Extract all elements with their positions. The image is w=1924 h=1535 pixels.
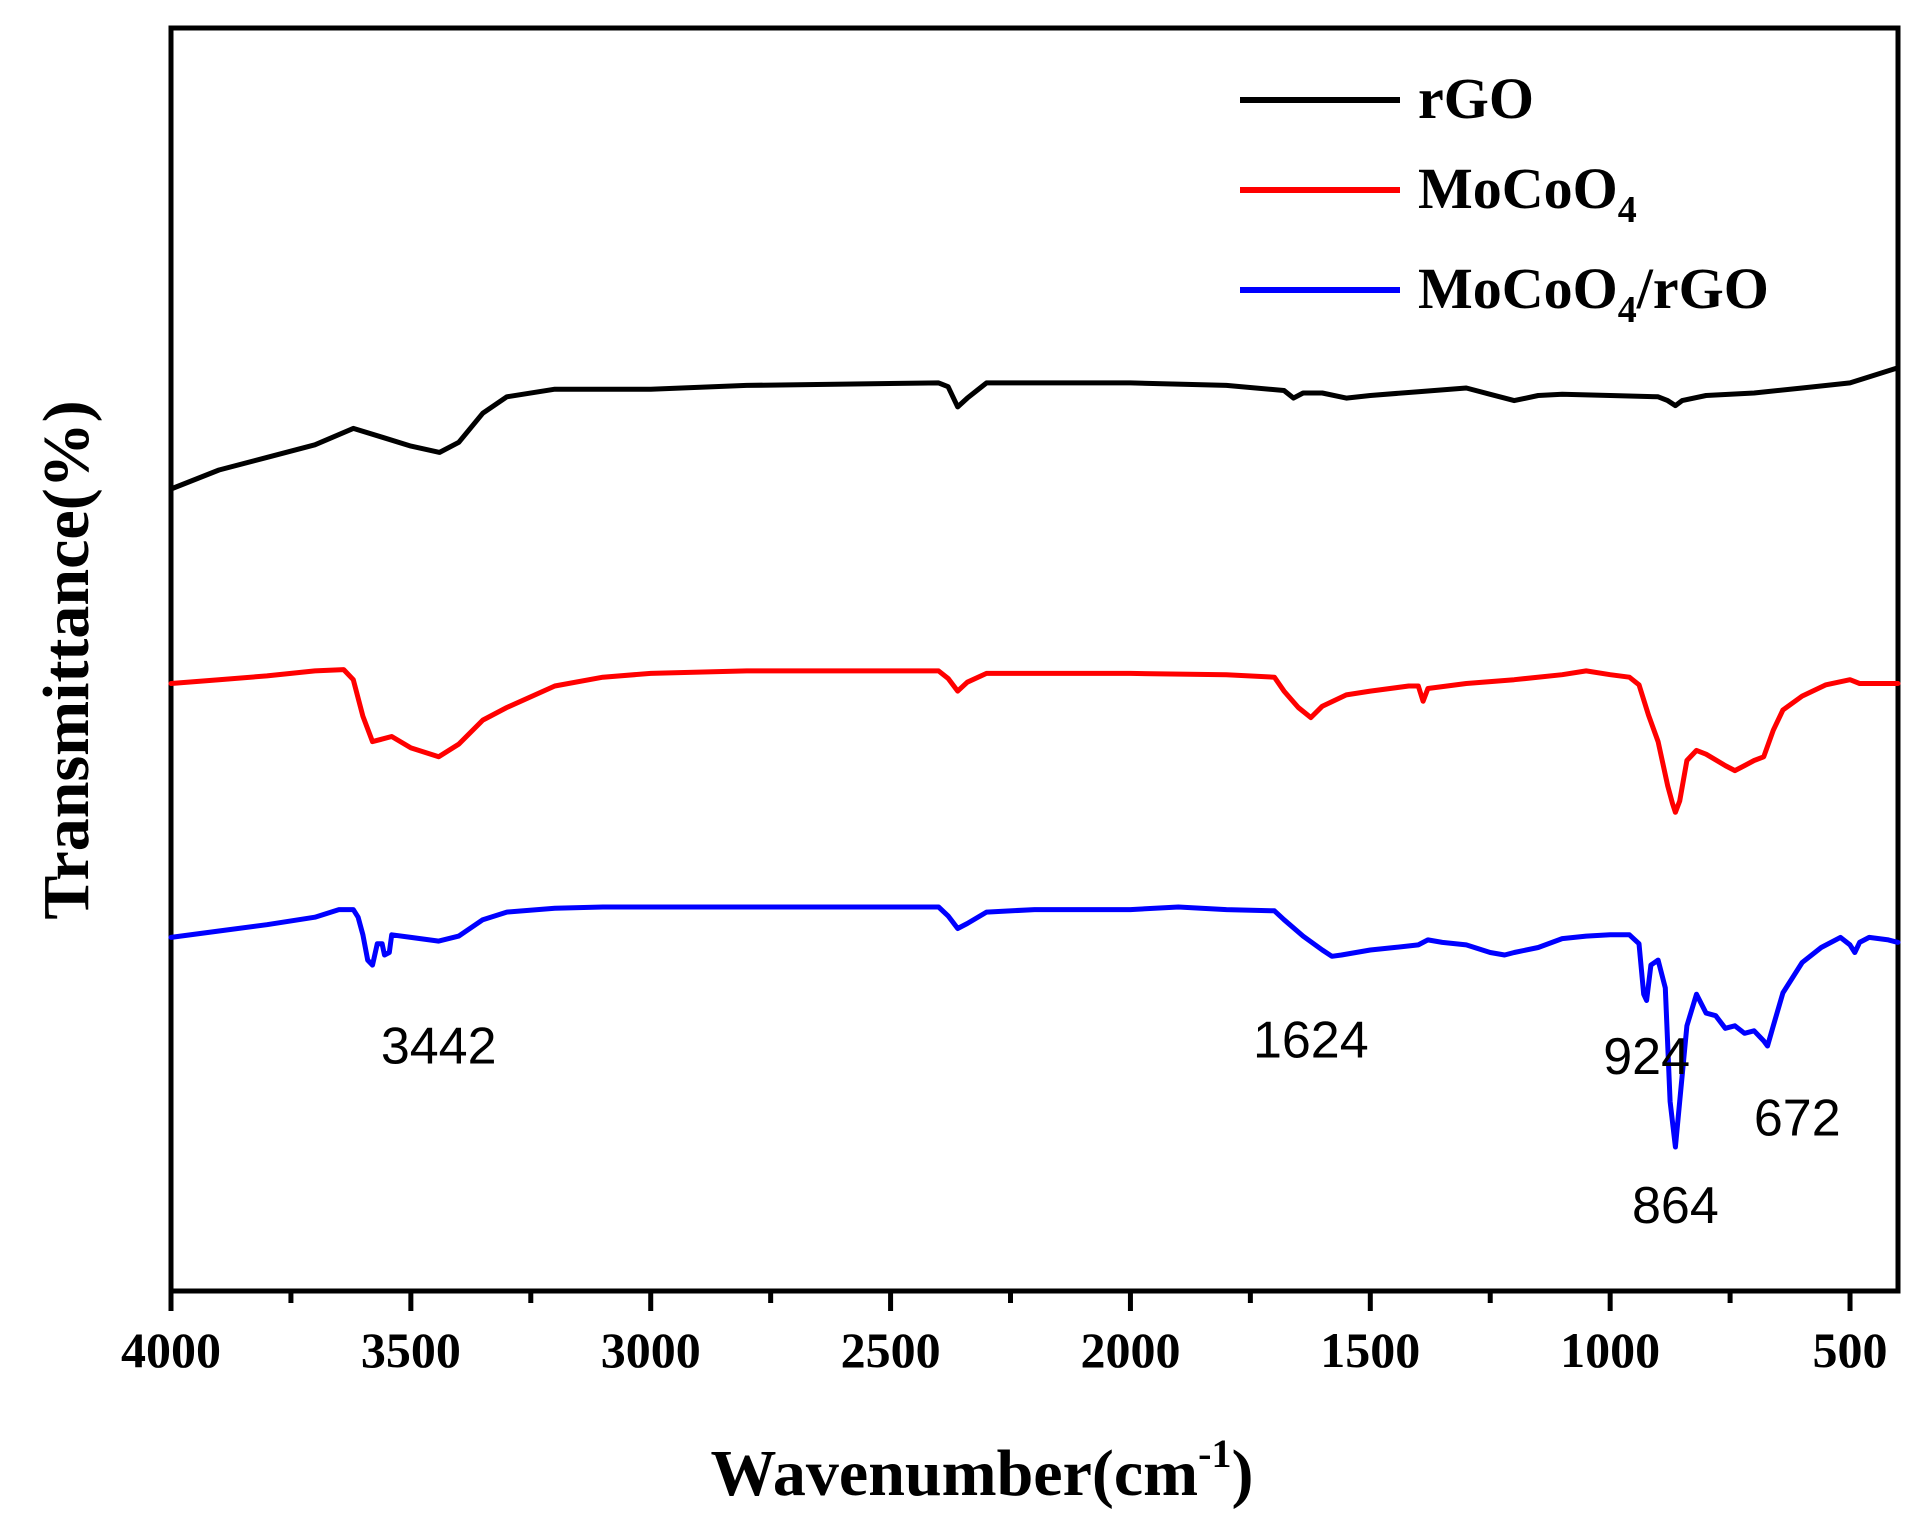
peak-label: 864 (1632, 1177, 1719, 1235)
y-axis-title: Transmittance(%) (30, 400, 103, 919)
legend-entry: MoCoO4 (1418, 156, 1637, 231)
x-tick-label: 1000 (1560, 1322, 1660, 1378)
peak-annotations: 3442 1624 924 672 864 (381, 1011, 1841, 1234)
legend-entry: MoCoO4/rGO (1418, 256, 1769, 331)
series-line-1 (168, 667, 1901, 815)
x-tick-label: 3500 (361, 1322, 461, 1378)
plot-frame (168, 25, 1901, 1294)
x-tick-label: 3000 (601, 1322, 701, 1378)
x-tick-label: 500 (1813, 1322, 1888, 1378)
peak-label: 672 (1754, 1090, 1841, 1148)
series-line-0 (168, 365, 1901, 492)
x-axis-ticks (168, 1291, 1853, 1311)
x-tick-label: 1500 (1320, 1322, 1420, 1378)
x-axis-tick-labels: 4000 3500 3000 2500 2000 1500 1000 500 (121, 1322, 1888, 1378)
peak-label: 924 (1603, 1028, 1690, 1086)
x-tick-label: 2000 (1080, 1322, 1180, 1378)
x-tick-label: 4000 (121, 1322, 221, 1378)
legend-entry: rGO (1418, 66, 1534, 131)
series-line-2 (168, 904, 1901, 1150)
legend: rGO MoCoO4 MoCoO4/rGO (1240, 66, 1769, 331)
x-tick-label: 2500 (841, 1322, 941, 1378)
x-axis-title: Wavenumber(cm-1) (711, 1431, 1254, 1510)
peak-label: 1624 (1253, 1011, 1369, 1069)
peak-label: 3442 (381, 1018, 497, 1076)
series-lines (168, 365, 1901, 1150)
